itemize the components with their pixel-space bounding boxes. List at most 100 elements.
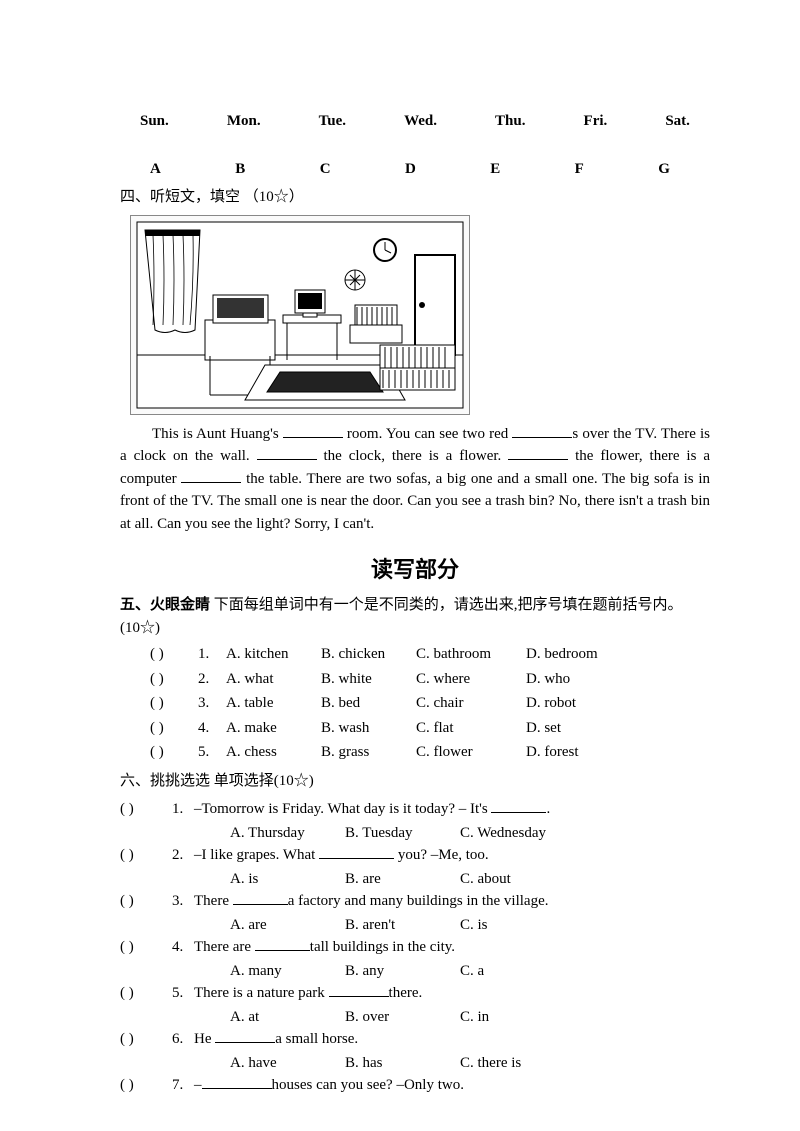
q6-7: ( ) 7. –houses can you see? –Only two. bbox=[120, 1074, 710, 1097]
q6-1: ( ) 1. –Tomorrow is Friday. What day is … bbox=[120, 798, 710, 821]
q5-4-paren[interactable]: ( ) bbox=[150, 717, 198, 740]
q6-5-paren[interactable]: ( ) bbox=[120, 982, 172, 1005]
q5-4-d: D. set bbox=[526, 717, 621, 740]
q5-2-c: C. where bbox=[416, 668, 526, 691]
q6-4-num: 4. bbox=[172, 936, 194, 959]
q5-5-paren[interactable]: ( ) bbox=[150, 741, 198, 764]
q6-3-post: a factory and many buildings in the vill… bbox=[288, 893, 549, 909]
q6-6-paren[interactable]: ( ) bbox=[120, 1028, 172, 1051]
p-t2: room. You can see two red bbox=[347, 426, 508, 442]
q6-4-blank[interactable] bbox=[255, 937, 310, 951]
q6-1-num: 1. bbox=[172, 798, 194, 821]
q6-2-post: you? –Me, too. bbox=[394, 847, 489, 863]
q6-5-blank[interactable] bbox=[329, 983, 389, 997]
q6-3-c: C. is bbox=[460, 914, 575, 937]
q5-4-b: B. wash bbox=[321, 717, 416, 740]
q6-3-b: B. aren't bbox=[345, 914, 460, 937]
reading-section-heading: 读写部分 bbox=[120, 553, 710, 586]
q5-5-num: 5. bbox=[198, 741, 226, 764]
q6-4-post: tall buildings in the city. bbox=[310, 939, 455, 955]
q5-5-c: C. flower bbox=[416, 741, 526, 764]
q6-6-c: C. there is bbox=[460, 1052, 575, 1075]
q6-2-blank[interactable] bbox=[319, 845, 394, 859]
q6-7-text: –houses can you see? –Only two. bbox=[194, 1074, 710, 1097]
q6-3-a: A. are bbox=[230, 914, 345, 937]
q6-4-b: B. any bbox=[345, 960, 460, 983]
q6-3-text: There a factory and many buildings in th… bbox=[194, 890, 710, 913]
day-sat: Sat. bbox=[665, 110, 690, 133]
day-fri: Fri. bbox=[584, 110, 608, 133]
q6-4-text: There are tall buildings in the city. bbox=[194, 936, 710, 959]
blank-1[interactable] bbox=[283, 424, 343, 438]
q6-1-blank[interactable] bbox=[491, 799, 546, 813]
q6-5-post: there. bbox=[389, 985, 423, 1001]
blank-5[interactable] bbox=[181, 469, 241, 483]
q6-5-c: C. in bbox=[460, 1006, 575, 1029]
p-t4: the clock, there is a flower. bbox=[323, 448, 501, 464]
q6-5-num: 5. bbox=[172, 982, 194, 1005]
q6-4-a: A. many bbox=[230, 960, 345, 983]
letter-d: D bbox=[405, 158, 416, 181]
q6-3-num: 3. bbox=[172, 890, 194, 913]
section5-title-bold: 五、火眼金睛 bbox=[120, 597, 210, 613]
q6-1-text: –Tomorrow is Friday. What day is it toda… bbox=[194, 798, 710, 821]
q6-5-opts: A. at B. over C. in bbox=[230, 1006, 710, 1029]
q6-2-opts: A. is B. are C. about bbox=[230, 868, 710, 891]
q6-6-opts: A. have B. has C. there is bbox=[230, 1052, 710, 1075]
q6-7-num: 7. bbox=[172, 1074, 194, 1097]
q6-2-b: B. are bbox=[345, 868, 460, 891]
q6-1-opts: A. Thursday B. Tuesday C. Wednesday bbox=[230, 822, 710, 845]
letter-f: F bbox=[575, 158, 584, 181]
q6-2: ( ) 2. –I like grapes. What you? –Me, to… bbox=[120, 844, 710, 867]
q5-1-d: D. bedroom bbox=[526, 643, 621, 666]
q5-5-b: B. grass bbox=[321, 741, 416, 764]
q5-3-b: B. bed bbox=[321, 692, 416, 715]
letter-e: E bbox=[490, 158, 500, 181]
q6-3-pre: There bbox=[194, 893, 233, 909]
q6-4: ( ) 4. There are tall buildings in the c… bbox=[120, 936, 710, 959]
q6-1-a: A. Thursday bbox=[230, 822, 345, 845]
blank-2[interactable] bbox=[512, 424, 572, 438]
q6-6-num: 6. bbox=[172, 1028, 194, 1051]
q6-5-pre: There is a nature park bbox=[194, 985, 329, 1001]
day-tue: Tue. bbox=[319, 110, 346, 133]
q5-1-a: A. kitchen bbox=[226, 643, 321, 666]
q5-1-c: C. bathroom bbox=[416, 643, 526, 666]
day-thu: Thu. bbox=[495, 110, 525, 133]
q5-1-paren[interactable]: ( ) bbox=[150, 643, 198, 666]
q6-2-paren[interactable]: ( ) bbox=[120, 844, 172, 867]
day-wed: Wed. bbox=[404, 110, 437, 133]
q6-3-opts: A. are B. aren't C. is bbox=[230, 914, 710, 937]
section5-header: 五、火眼金睛 下面每组单词中有一个是不同类的，请选出来,把序号填在题前括号内。(… bbox=[120, 594, 710, 639]
q5-2-paren[interactable]: ( ) bbox=[150, 668, 198, 691]
section6-questions: ( ) 1. –Tomorrow is Friday. What day is … bbox=[120, 798, 710, 1097]
q6-1-b: B. Tuesday bbox=[345, 822, 460, 845]
q5-3-paren[interactable]: ( ) bbox=[150, 692, 198, 715]
q6-7-paren[interactable]: ( ) bbox=[120, 1074, 172, 1097]
q6-2-a: A. is bbox=[230, 868, 345, 891]
q6-1-paren[interactable]: ( ) bbox=[120, 798, 172, 821]
q6-6-a: A. have bbox=[230, 1052, 345, 1075]
q5-2-d: D. who bbox=[526, 668, 621, 691]
section5-questions: ( ) 1. A. kitchen B. chicken C. bathroom… bbox=[150, 643, 710, 764]
blank-3[interactable] bbox=[257, 446, 317, 460]
q5-2-b: B. white bbox=[321, 668, 416, 691]
q6-4-paren[interactable]: ( ) bbox=[120, 936, 172, 959]
q6-4-pre: There are bbox=[194, 939, 255, 955]
letter-c: C bbox=[320, 158, 331, 181]
q5-3-a: A. table bbox=[226, 692, 321, 715]
section4-passage: This is Aunt Huang's room. You can see t… bbox=[120, 423, 710, 536]
q5-1: ( ) 1. A. kitchen B. chicken C. bathroom… bbox=[150, 643, 710, 666]
q6-3-blank[interactable] bbox=[233, 891, 288, 905]
section4-title: 四、听短文，填空 （10☆） bbox=[120, 186, 710, 209]
q6-4-c: C. a bbox=[460, 960, 575, 983]
q6-3-paren[interactable]: ( ) bbox=[120, 890, 172, 913]
q6-6-text: He a small horse. bbox=[194, 1028, 710, 1051]
section6-title: 六、挑挑选选 单项选择(10☆) bbox=[120, 770, 710, 793]
letter-g: G bbox=[658, 158, 670, 181]
q6-7-blank[interactable] bbox=[202, 1075, 272, 1089]
q6-2-c: C. about bbox=[460, 868, 575, 891]
q6-6-blank[interactable] bbox=[215, 1029, 275, 1043]
q5-5: ( ) 5. A. chess B. grass C. flower D. fo… bbox=[150, 741, 710, 764]
blank-4[interactable] bbox=[508, 446, 568, 460]
